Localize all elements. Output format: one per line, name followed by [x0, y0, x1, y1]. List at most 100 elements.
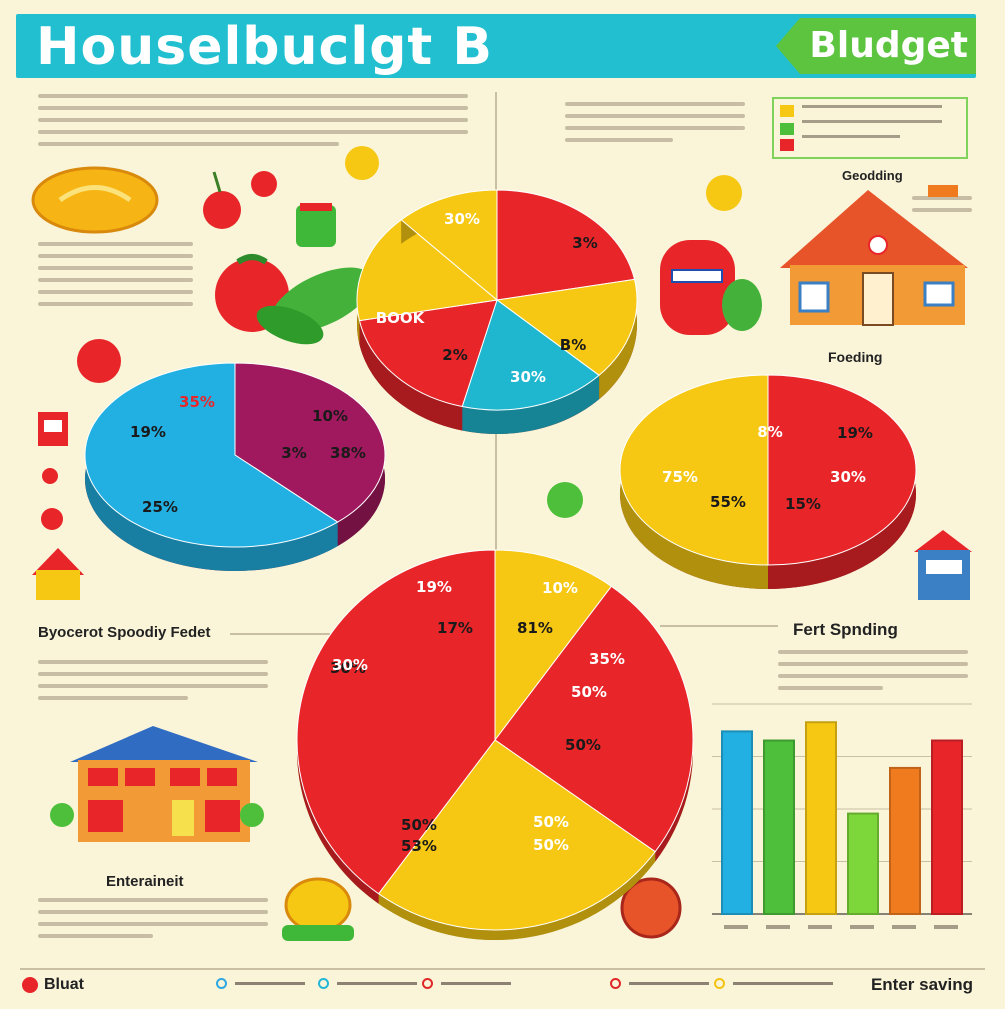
pie-label: 30% [510, 368, 546, 386]
pie-label: 10% [312, 407, 348, 425]
pie-label: 10% [542, 579, 578, 597]
bottom-left-text-block [38, 898, 268, 946]
footer-legend-3 [422, 978, 511, 989]
basil-icon [256, 267, 373, 345]
legend-swatch-green [780, 123, 794, 135]
bar-tick-label [766, 925, 790, 929]
small-houses-icon [32, 339, 972, 600]
left-text-block [38, 242, 193, 314]
pie-label: 35% [179, 393, 215, 411]
bar [931, 739, 963, 915]
pie-slice [494, 585, 694, 853]
footer-legend-2 [318, 978, 417, 989]
pie-slice-side [85, 363, 338, 571]
pie-label: 50% [533, 813, 569, 831]
pie-label: 35% [589, 650, 625, 668]
pie-label: 81% [517, 619, 553, 637]
pie-label: 50% [565, 736, 601, 754]
pie-chart-top: 30% 3% BOOK 2% 30% B% [356, 189, 638, 435]
legend-swatch-red [780, 139, 794, 151]
footer-legend-1 [216, 978, 305, 989]
bar [889, 766, 921, 915]
house-icon [780, 185, 968, 326]
orange-icon [345, 146, 742, 211]
legend-swatch-yellow [780, 105, 794, 117]
top-right-heading: Geodding [842, 168, 903, 183]
pie-label: 3% [281, 444, 306, 462]
pie-slice [234, 362, 386, 523]
page-title: Houselbuclgt B [36, 17, 494, 77]
pie-slice [494, 549, 613, 742]
top-mid-text-block [565, 102, 745, 150]
burger-icon [282, 877, 354, 941]
pie-slice [495, 278, 638, 376]
legend-bullet-icon [610, 978, 621, 989]
pie-slice-side [599, 279, 637, 400]
bar-tick-label [892, 925, 916, 929]
brand-logo-icon [22, 977, 38, 993]
pie-slice-side [359, 320, 463, 431]
bar-chart [712, 703, 972, 929]
bread-illustration [31, 166, 159, 234]
pie-label: 50% [401, 816, 437, 834]
budget-badge: Bludget [776, 18, 976, 74]
pie-label: 75% [662, 468, 698, 486]
pie-chart-left: 35% 10% 3% 38% 19% 25% [84, 362, 386, 571]
pie-label: 8% [757, 423, 782, 441]
bar [763, 739, 795, 915]
pie-chart-right: 8% 19% 30% 15% 75% 55% [619, 374, 917, 589]
left-leader-line [230, 633, 330, 635]
bar-tick-label [850, 925, 874, 929]
footer-divider [20, 968, 985, 970]
pie-label: 17% [437, 619, 473, 637]
bar-tick-label [724, 925, 748, 929]
enter-saving-label: Enter saving [870, 975, 973, 994]
pie-label: 25% [142, 498, 178, 516]
pie-slice [619, 374, 769, 566]
pie-slice [377, 739, 656, 931]
pie-slice [496, 189, 636, 301]
pie-slice [84, 362, 339, 548]
pie-label: 19% [837, 424, 873, 442]
cup-icon [296, 203, 336, 247]
pie-slice [400, 189, 498, 302]
bar-tick-label [808, 925, 832, 929]
legend-bullet-icon [216, 978, 227, 989]
bar-tick-label [934, 925, 958, 929]
legend-lines [802, 105, 942, 150]
pie-slice-side [462, 375, 600, 435]
pizza-icon [620, 877, 682, 939]
pie-label: 38% [330, 444, 366, 462]
bar [721, 730, 753, 915]
pie-label: 15% [785, 495, 821, 513]
pepper-icon [660, 240, 762, 335]
legend-bullet-icon [714, 978, 725, 989]
pie-label: 19% [416, 578, 452, 596]
left-lower-text-block [38, 660, 268, 708]
intro-text-block [38, 94, 468, 154]
footer-legend-4 [610, 978, 709, 989]
pie-label: 55% [710, 493, 746, 511]
bottom-left-heading: Enteraineit [106, 873, 184, 890]
pie-slice [356, 219, 499, 322]
pie-label: 50% [533, 836, 569, 854]
footer-legend-5 [714, 978, 833, 989]
pie-label: 30% [330, 659, 366, 677]
color-legend-box [772, 97, 968, 159]
bar [847, 812, 879, 916]
pie-slice [296, 549, 496, 895]
apple-icon [203, 171, 277, 229]
pie-label: 2% [442, 346, 467, 364]
pie-label: 50% [571, 683, 607, 701]
right-section-heading: Fert Spnding [793, 620, 898, 639]
right-text-block [778, 650, 968, 698]
bar [805, 721, 837, 915]
right-leader-line [660, 625, 778, 627]
pie-label: 30% [332, 656, 368, 674]
right-mid-heading: Foeding [828, 349, 883, 365]
pie-label: 19% [130, 423, 166, 441]
pie-chart-center: 19%17%10%81%35%30%50%50%30%50% 50%53% 50% [296, 549, 694, 940]
pie-label: B% [560, 336, 586, 354]
pie-slice [358, 299, 498, 408]
